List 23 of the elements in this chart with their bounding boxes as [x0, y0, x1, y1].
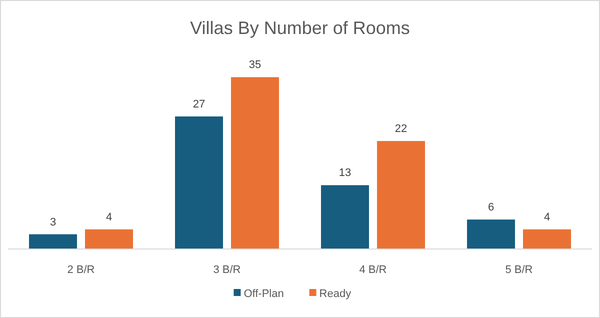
bar	[29, 234, 77, 249]
bar	[377, 141, 425, 249]
chart-title: Villas By Number of Rooms	[190, 18, 410, 38]
bar	[231, 77, 279, 249]
data-label: 35	[248, 59, 262, 72]
x-tick-label: 5 B/R	[505, 264, 533, 276]
data-label: 13	[338, 167, 352, 180]
legend-label: Ready	[319, 288, 352, 300]
bar	[175, 116, 223, 249]
bar	[85, 229, 133, 249]
legend-label: Off-Plan	[244, 288, 284, 300]
data-label: 22	[394, 123, 408, 135]
x-tick-label: 3 B/R	[213, 264, 241, 276]
x-tick-label: 4 B/R	[359, 264, 387, 276]
x-tick-label: 2 B/R	[67, 264, 95, 276]
data-label: 4	[106, 211, 112, 224]
data-label: 3	[50, 216, 56, 228]
data-label: 27	[192, 98, 206, 110]
bar	[321, 185, 369, 249]
data-label: 6	[488, 202, 494, 214]
data-label: 4	[544, 211, 550, 224]
bar	[467, 220, 515, 249]
bar	[523, 229, 571, 249]
